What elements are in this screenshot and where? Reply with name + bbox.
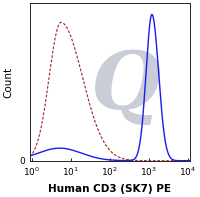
Y-axis label: Count: Count xyxy=(3,67,13,98)
Text: Q: Q xyxy=(91,48,161,125)
X-axis label: Human CD3 (SK7) PE: Human CD3 (SK7) PE xyxy=(48,184,171,193)
